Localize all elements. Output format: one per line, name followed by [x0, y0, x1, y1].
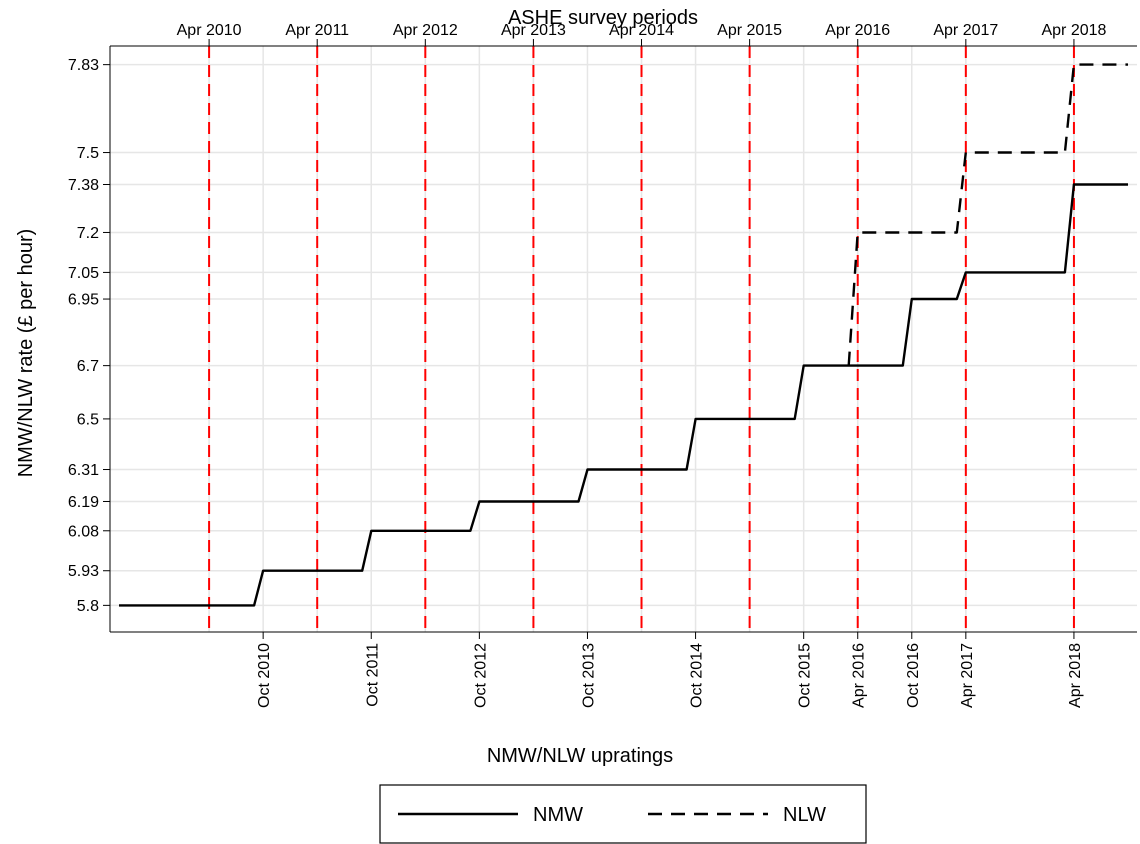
top-tick-label: Apr 2010: [177, 22, 242, 39]
top-tick-label: Apr 2018: [1041, 22, 1106, 39]
y-tick-label: 6.19: [68, 494, 99, 511]
y-tick-label: 7.2: [77, 225, 99, 242]
legend: NMW NLW: [379, 784, 867, 844]
top-tick-label: Apr 2017: [933, 22, 998, 39]
y-tick-label: 6.31: [68, 462, 99, 479]
y-tick-label: 5.93: [68, 563, 99, 580]
y-tick-label: 7.5: [77, 145, 99, 162]
survey-lines: [208, 46, 1075, 632]
bottom-tick-label: Apr 2016: [851, 643, 868, 708]
top-tick-label: Apr 2014: [609, 22, 674, 39]
bottom-tick-label: Oct 2014: [689, 643, 706, 708]
y-tick-label: 5.8: [77, 598, 99, 615]
y-tick-label: 7.83: [68, 57, 99, 74]
axes: [109, 45, 1137, 633]
y-tick-label: 6.95: [68, 292, 99, 309]
top-axis-title: ASHE survey periods: [508, 7, 698, 29]
legend-label-nlw: NLW: [783, 804, 826, 826]
series-line-nmw: [119, 183, 1128, 607]
series-line-nlw: [847, 63, 1128, 366]
bottom-ticks: Oct 2010 Oct 2011 Oct 2012 Oct 2013 Oct 2014…: [256, 632, 1084, 708]
y-axis-title: NMW/NLW rate (£ per hour): [15, 229, 37, 478]
y-tick-label: 6.08: [68, 523, 99, 540]
bottom-tick-label: Oct 2016: [905, 643, 922, 708]
bottom-tick-label: Apr 2018: [1067, 643, 1084, 708]
top-tick-label: Apr 2016: [825, 22, 890, 39]
bottom-tick-label: Oct 2013: [580, 643, 597, 708]
top-tick-label: Apr 2012: [393, 22, 458, 39]
top-tick-label: Apr 2013: [501, 22, 566, 39]
y-tick-label: 6.7: [77, 358, 99, 375]
bottom-tick-label: Apr 2017: [959, 643, 976, 708]
bottom-tick-label: Oct 2010: [256, 643, 273, 708]
y-tick-label: 6.5: [77, 411, 99, 428]
grid: [110, 46, 1137, 632]
top-ticks: Apr 2010 Apr 2011 Apr 2012 Apr 2013 Apr 2014…: [177, 22, 1107, 46]
top-tick-label: Apr 2015: [717, 22, 782, 39]
x-axis-title: NMW/NLW upratings: [487, 745, 673, 767]
y-tick-label: 7.38: [68, 177, 99, 194]
bottom-tick-label: Oct 2011: [364, 643, 381, 707]
top-tick-label: Apr 2011: [285, 22, 349, 39]
legend-label-nmw: NMW: [533, 804, 583, 826]
y-tick-label: 7.05: [68, 265, 99, 282]
legend-box: [379, 784, 867, 844]
bottom-tick-label: Oct 2012: [472, 643, 489, 708]
bottom-tick-label: Oct 2015: [797, 643, 814, 708]
series-layer: [119, 63, 1128, 607]
y-ticks: 5.8 5.93 6.08 6.19 6.31 6.5 6.7 6.95 7.05 7.2 7.38…: [68, 57, 110, 615]
